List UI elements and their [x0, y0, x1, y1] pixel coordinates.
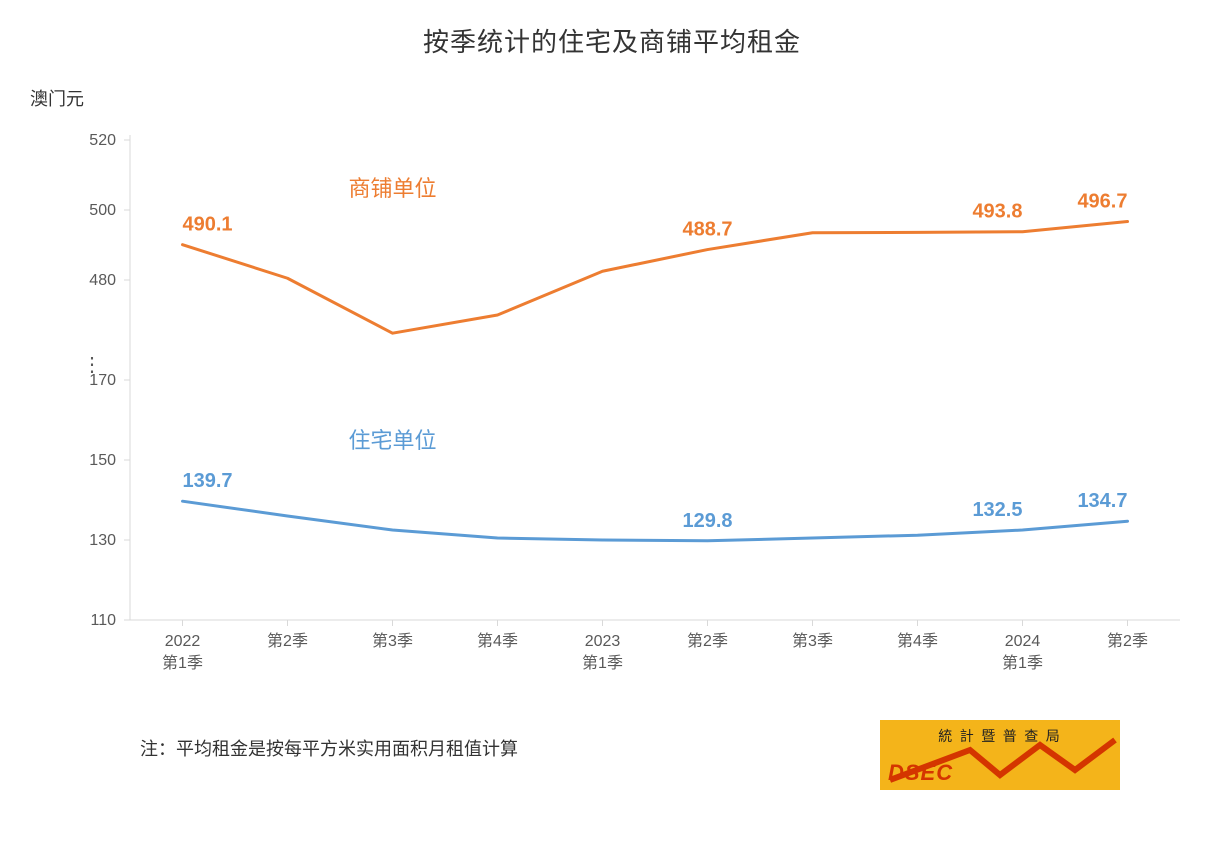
svg-text:150: 150 — [89, 452, 116, 469]
svg-text:2024: 2024 — [1005, 633, 1041, 650]
svg-text:110: 110 — [90, 612, 116, 629]
svg-text:480: 480 — [89, 272, 116, 289]
svg-text:第1季: 第1季 — [582, 654, 623, 672]
svg-text:139.7: 139.7 — [183, 470, 233, 492]
svg-text:第2季: 第2季 — [687, 632, 728, 650]
svg-text:134.7: 134.7 — [1077, 490, 1127, 512]
svg-text:⋮: ⋮ — [82, 354, 102, 376]
svg-text:496.7: 496.7 — [1077, 191, 1127, 213]
svg-text:2022: 2022 — [165, 633, 201, 650]
svg-text:第2季: 第2季 — [1107, 632, 1148, 650]
svg-text:第1季: 第1季 — [1002, 654, 1043, 672]
svg-text:132.5: 132.5 — [972, 499, 1022, 521]
svg-text:488.7: 488.7 — [682, 219, 732, 241]
chart-canvas: 480500520110130150170⋮2022第1季第2季第3季第4季20… — [0, 0, 1224, 852]
svg-text:第1季: 第1季 — [162, 654, 203, 672]
svg-text:第4季: 第4季 — [477, 632, 518, 650]
svg-text:第2季: 第2季 — [267, 632, 308, 650]
svg-text:130: 130 — [89, 532, 116, 549]
svg-text:490.1: 490.1 — [183, 214, 233, 236]
svg-text:商铺单位: 商铺单位 — [348, 176, 436, 201]
svg-text:第4季: 第4季 — [897, 632, 938, 650]
svg-text:2023: 2023 — [585, 633, 621, 650]
svg-text:第3季: 第3季 — [372, 632, 413, 650]
svg-text:129.8: 129.8 — [682, 510, 732, 532]
svg-text:500: 500 — [89, 202, 116, 219]
svg-text:493.8: 493.8 — [972, 201, 1022, 223]
svg-text:520: 520 — [89, 132, 116, 149]
svg-text:住宅单位: 住宅单位 — [348, 428, 436, 453]
svg-text:第3季: 第3季 — [792, 632, 833, 650]
